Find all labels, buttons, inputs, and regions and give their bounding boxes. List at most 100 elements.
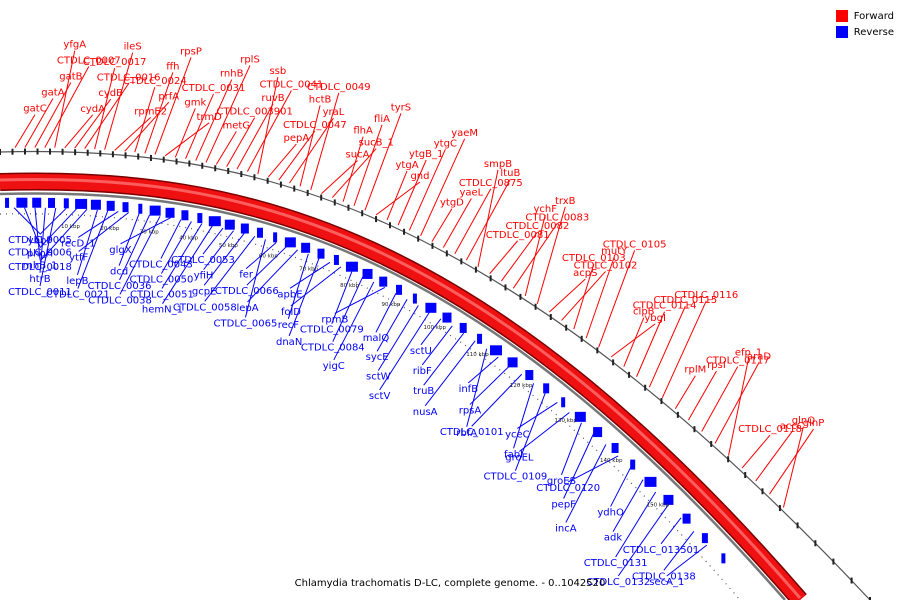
forward-gene-label: yraL [323, 107, 345, 118]
forward-gene-label: ychF [533, 204, 557, 215]
reverse-gene-label: CTDLC_0109 [484, 472, 548, 483]
ruler-tick [279, 181, 282, 188]
reverse-gene [63, 198, 69, 209]
forward-label-line [310, 92, 340, 191]
ruler-tick [628, 371, 631, 378]
forward-gene-label: sucB_1 [359, 138, 394, 149]
ruler-tick [361, 210, 364, 217]
ruler-tick [375, 216, 378, 223]
forward-label-line [84, 83, 130, 149]
reverse-label-line [290, 266, 342, 307]
kbp-tick-label: 70 kbp [299, 267, 318, 273]
reverse-gene-label: apbE [277, 289, 302, 300]
forward-labels: gatCgatAgatBCTDLC_0007yfgAcydAcydBCTDLC_… [23, 40, 824, 435]
forward-label-line [104, 52, 134, 150]
reverse-gene-label: yfiH [194, 271, 214, 282]
reverse-label-line [78, 212, 129, 252]
forward-gene-label: flhA [353, 126, 373, 137]
kbp-tick-labels: 10 kbp 20 kbp 30 kbp 40 kbp 50 kbp 60 kbp 70 k… [61, 224, 670, 508]
reverse-gene-label: CTDLC_0084 [301, 343, 365, 354]
reverse-label-line [617, 504, 669, 577]
forward-label-line [714, 362, 760, 444]
reverse-gene-label: CTDLC_0101 [440, 427, 504, 438]
ruler-tick [431, 242, 434, 249]
reverse-gene [122, 202, 129, 213]
forward-gene-label: gatC [23, 104, 46, 115]
reverse-label-line [517, 402, 558, 429]
reverse-gene [442, 312, 452, 323]
reverse-gene [224, 219, 235, 230]
reverse-label-line [203, 233, 245, 286]
forward-gene-label: acpS [573, 268, 597, 279]
forward-label-line [64, 114, 94, 149]
reverse-label-line [162, 225, 213, 304]
forward-label-line [454, 188, 492, 254]
forward-label-line [688, 370, 717, 421]
forward-label-line [408, 149, 446, 231]
reverse-label-line [119, 216, 161, 295]
reverse-label-line [663, 531, 695, 571]
reverse-label-line [288, 257, 320, 337]
reverse-label-line [39, 207, 67, 235]
forward-label-line [205, 65, 251, 163]
forward-gene-label: ytgD [440, 198, 464, 209]
reverse-gene-label: yigC [323, 361, 345, 372]
forward-gene-label: ytgA [396, 160, 419, 171]
reverse-gene [197, 213, 203, 224]
ruler-tick [660, 398, 663, 405]
ruler-tick [253, 174, 256, 181]
reverse-label-line [612, 479, 644, 532]
forward-label-line [549, 278, 586, 313]
ruler-tick [11, 148, 14, 155]
forward-label-line [34, 82, 72, 148]
legend-reverse-label: Reverse [853, 26, 894, 38]
legend-forward-label: Forward [853, 10, 894, 22]
forward-gene-label: fliA [374, 114, 390, 125]
ruler-tick [869, 597, 871, 600]
forward-gene-label: CTDLC_0116 [674, 290, 738, 301]
reverse-label-line [289, 261, 331, 289]
reverse-label-line [332, 276, 364, 342]
forward-gene-label: CTDLC_0017 [83, 57, 147, 68]
forward-gene-label: ffh [166, 61, 179, 72]
ruler-tick [389, 222, 391, 229]
reverse-gene [273, 232, 278, 243]
ruler-tick [49, 148, 52, 155]
reverse-gene-label: CTDLC_0058 [173, 302, 237, 313]
reverse-gene-label: CTDLC_0043 [129, 260, 193, 271]
reverse-label-line [421, 325, 453, 366]
reverse-label-line [120, 217, 171, 245]
reverse-gene-label: sctW [366, 372, 391, 383]
forward-gene-label: ssb [269, 66, 286, 77]
reverse-gene-label: dnaN [276, 337, 302, 348]
ruler-tick [534, 303, 537, 310]
forward-gene-label: mutY [601, 246, 628, 257]
ruler-tick [74, 149, 77, 156]
forward-label-line [154, 57, 192, 155]
reverse-gene [301, 242, 311, 253]
inner-ruler [0, 192, 786, 600]
forward-label-line [741, 434, 771, 469]
ruler-tick [320, 194, 323, 201]
reverse-gene [181, 210, 189, 221]
forward-gene-label: CTDLC_003901 [216, 107, 293, 118]
forward-label-line [598, 250, 636, 348]
reverse-gene-label: ydhO [597, 508, 624, 519]
reverse-label-line [77, 211, 119, 238]
forward-label-line [623, 317, 645, 367]
reverse-swatch [835, 26, 848, 38]
forward-gene-label: CTDLC_0081 [486, 230, 550, 241]
ruler-tick [149, 154, 152, 161]
reverse-gene [48, 197, 56, 208]
reverse-gene-label: CTDLC_0079 [300, 325, 364, 336]
reverse-gene-label: recD_1 [61, 238, 96, 249]
forward-label-line [674, 375, 696, 409]
forward-label-line [636, 311, 665, 377]
ruler-tick [580, 335, 583, 342]
reverse-label-line [563, 433, 595, 499]
forward-label-line [364, 113, 402, 211]
forward-gene-label: CTDLC_0024 [123, 76, 187, 87]
reverse-label-line [34, 207, 41, 260]
reverse-label-line [610, 467, 632, 507]
reverse-gene-label: fabI [504, 449, 523, 460]
